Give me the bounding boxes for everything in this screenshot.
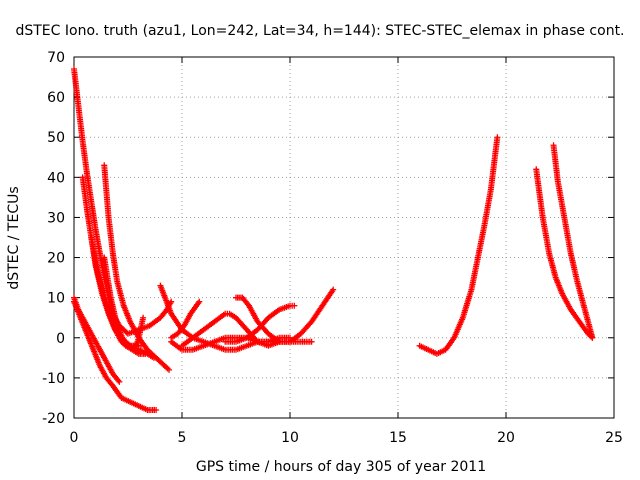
data-point: [330, 286, 337, 293]
series-arc-16: [533, 166, 596, 341]
y-tick-label: 50: [47, 130, 65, 146]
x-tick-label: 25: [605, 430, 623, 446]
x-tick-label: 10: [281, 430, 299, 446]
y-axis-label: dSTEC / TECUs: [6, 186, 22, 289]
x-tick-label: 0: [70, 430, 79, 446]
data-point: [494, 134, 501, 141]
y-tick-label: 40: [47, 170, 65, 186]
series-arc-11: [168, 298, 203, 341]
series-arc-3: [71, 294, 123, 385]
y-tick-label: -20: [42, 411, 65, 427]
y-tick-label: 0: [56, 331, 65, 347]
series-arc-14: [222, 302, 298, 345]
data-point: [142, 350, 149, 357]
data-point: [140, 314, 147, 321]
series-arc-13: [233, 294, 315, 345]
data-point: [116, 378, 123, 385]
y-tick-label: 30: [47, 210, 65, 226]
y-tick-label: 10: [47, 291, 65, 307]
series-arc-17: [550, 142, 596, 341]
series-arc-6: [88, 234, 149, 357]
series-arc-7: [101, 254, 147, 353]
x-tick-label: 15: [389, 430, 407, 446]
data-point: [153, 406, 160, 413]
y-tick-label: 20: [47, 251, 65, 267]
y-tick-label: 70: [47, 50, 65, 66]
x-axis-label: GPS time / hours of day 305 of year 2011: [196, 459, 486, 475]
data-point: [291, 302, 298, 309]
data-point: [589, 334, 596, 341]
data-point: [166, 366, 173, 373]
y-tick-label: 60: [47, 90, 65, 106]
series-arc-12: [179, 310, 283, 349]
series-arc-15: [416, 134, 501, 357]
data-marks: [71, 66, 596, 413]
x-tick-label: 20: [497, 430, 515, 446]
chart-title: dSTEC Iono. truth (azu1, Lon=242, Lat=34…: [15, 23, 624, 39]
data-point: [308, 338, 315, 345]
axis-ticks: 0 5 10 15 20 25 -20 -10 0 10 20 30 40 50 60 70: [42, 50, 623, 446]
plot-frame: [73, 56, 615, 419]
y-tick-label: -10: [42, 371, 65, 387]
trace-point: [115, 377, 122, 384]
gridlines: [74, 57, 614, 418]
data-point: [196, 298, 203, 305]
x-tick-label: 5: [178, 430, 187, 446]
